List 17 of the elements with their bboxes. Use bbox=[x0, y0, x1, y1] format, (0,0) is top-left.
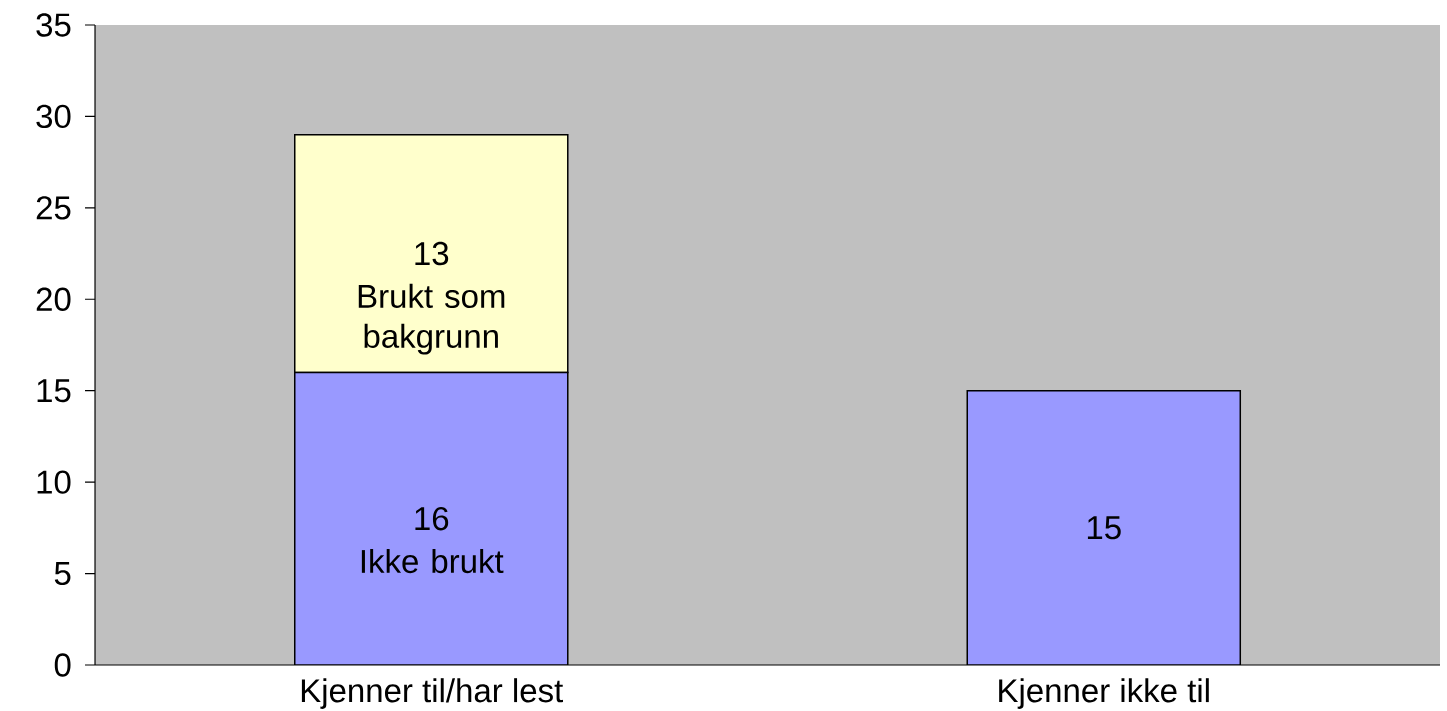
y-tick-label: 5 bbox=[54, 562, 71, 586]
x-tick-label: Kjenner ikke til bbox=[999, 678, 1209, 709]
y-tick-label: 30 bbox=[36, 104, 71, 129]
y-tick-label: 25 bbox=[36, 196, 71, 220]
y-tick-label: 15 bbox=[37, 379, 71, 403]
y-tick-label: 35 bbox=[36, 13, 71, 37]
bar bbox=[966, 389, 1242, 665]
data-label: 13 bbox=[415, 241, 449, 266]
data-label: 15 bbox=[1087, 516, 1121, 540]
y-tick-label: 20 bbox=[36, 287, 71, 311]
series-label: Ikke brukt bbox=[361, 548, 504, 574]
y-tick-label: 0 bbox=[54, 653, 71, 677]
x-tick-label: Kjenner til/har lest bbox=[301, 678, 564, 709]
bar bbox=[294, 371, 569, 665]
data-label: 16 bbox=[415, 507, 449, 531]
series-label: Brukt som bakgrunn bbox=[358, 283, 505, 355]
y-tick-label: 10 bbox=[37, 470, 71, 494]
